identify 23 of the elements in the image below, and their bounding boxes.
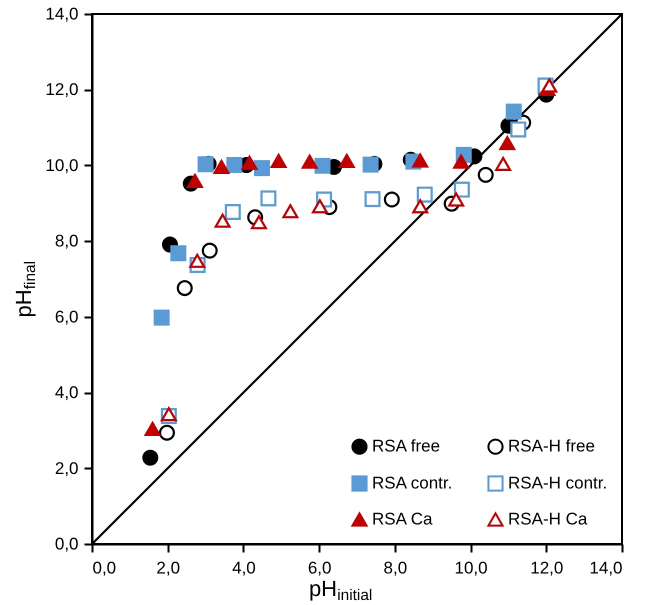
y-axis-title: pHfinal: [11, 260, 39, 318]
y-tick-label: 14,0: [45, 4, 78, 24]
x-tick-label: 0,0: [92, 558, 116, 578]
legend-label: RSA Ca: [372, 510, 434, 528]
legend-label: RSA-H contr.: [508, 474, 608, 492]
x-tick-label: 14,0: [589, 558, 622, 578]
y-tick-label: 12,0: [45, 80, 78, 100]
legend-label: RSA free: [372, 436, 440, 456]
x-tick-label: 6,0: [308, 558, 332, 578]
legend-label: RSA contr.: [372, 474, 452, 492]
y-tick-label: 0,0: [54, 534, 78, 554]
y-tick-label: 8,0: [54, 232, 78, 251]
x-tick-label: 2,0: [156, 558, 180, 578]
legend-label: RSA-H Ca: [508, 510, 588, 528]
x-tick-label: 8,0: [384, 558, 408, 578]
x-tick-label: 4,0: [232, 558, 256, 578]
y-tick-label: 2,0: [54, 458, 78, 478]
y-tick-label: 10,0: [45, 156, 78, 175]
x-tick-label: 12,0: [530, 558, 564, 578]
x-tick-label: 10,0: [454, 558, 488, 578]
legend-label: RSA-H free: [508, 436, 595, 456]
y-tick-label: 6,0: [54, 307, 78, 326]
y-tick-label: 4,0: [54, 383, 78, 402]
